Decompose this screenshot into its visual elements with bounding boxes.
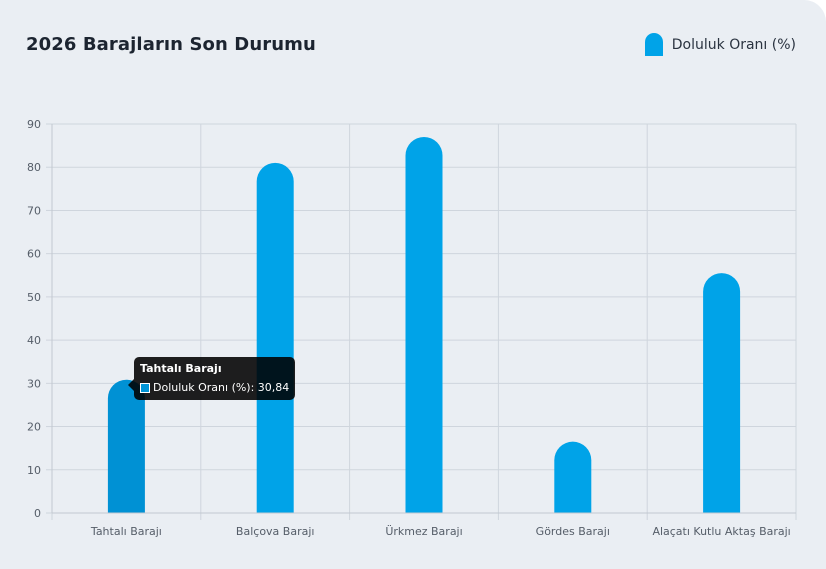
y-tick-label: 90 bbox=[27, 118, 41, 131]
legend[interactable]: Doluluk Oranı (%) bbox=[644, 33, 796, 56]
bar bbox=[703, 273, 741, 513]
tooltip-swatch bbox=[140, 382, 150, 393]
legend-label: Doluluk Oranı (%) bbox=[671, 36, 796, 53]
y-tick-label: 50 bbox=[27, 291, 41, 304]
y-tick-label: 20 bbox=[27, 421, 41, 434]
y-tick-label: 40 bbox=[27, 334, 41, 347]
x-tick-label: Alaçatı Kutlu Aktaş Barajı bbox=[652, 525, 790, 538]
y-tick-label: 10 bbox=[27, 464, 41, 477]
bar bbox=[405, 136, 443, 513]
bar bbox=[107, 379, 145, 513]
chart-title: 2026 Barajların Son Durumu bbox=[26, 34, 316, 55]
legend-swatch bbox=[644, 33, 663, 56]
x-tick-label: Tahtalı Barajı bbox=[90, 525, 162, 538]
y-tick-label: 60 bbox=[27, 248, 41, 261]
bar bbox=[554, 441, 592, 513]
tooltip-text: Doluluk Oranı (%): 30,84 bbox=[153, 381, 290, 394]
tooltip-title: Tahtalı Barajı bbox=[140, 362, 222, 375]
x-tick-label: Ürkmez Barajı bbox=[385, 525, 462, 538]
bar bbox=[256, 162, 294, 513]
y-tick-label: 30 bbox=[27, 377, 41, 390]
tooltip: Tahtalı Barajı Doluluk Oranı (%): 30,84 bbox=[127, 357, 296, 400]
y-tick-label: 70 bbox=[27, 204, 41, 217]
x-tick-label: Gördes Barajı bbox=[536, 525, 610, 538]
x-tick-label: Balçova Barajı bbox=[236, 525, 315, 538]
y-tick-label: 80 bbox=[27, 161, 41, 174]
y-tick-label: 0 bbox=[34, 507, 41, 520]
